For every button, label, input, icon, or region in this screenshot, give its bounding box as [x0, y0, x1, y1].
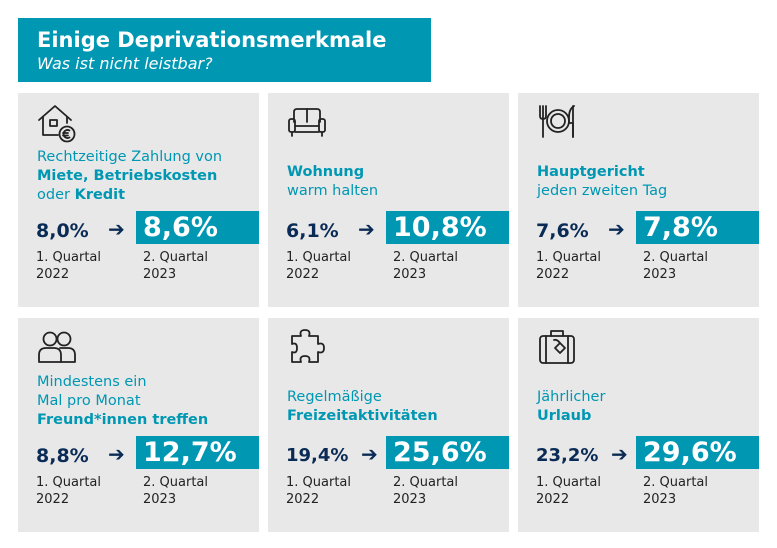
card-rent-payment: Rechtzeitige Zahlung von Miete, Betriebs…: [18, 93, 259, 307]
card-label: Mindestens ein Mal pro Monat Freund*inne…: [37, 374, 209, 428]
period-old: 1. Quartal 2022: [536, 250, 601, 282]
page-subtitle: Was ist nicht leistbar?: [37, 54, 213, 73]
arrow-icon: ➔: [358, 217, 375, 241]
period-new: 2. Quartal 2023: [143, 475, 208, 507]
old-value: 6,1%: [286, 220, 339, 242]
card-label: Regelmäßige Freizeitaktivitäten: [287, 389, 438, 424]
card-leisure: Regelmäßige Freizeitaktivitäten 19,4% ➔ …: [268, 318, 509, 532]
period-new: 2. Quartal 2023: [143, 250, 208, 282]
card-heating: Wohnung warm halten 6,1% ➔ 10,8% 1. Quar…: [268, 93, 509, 307]
old-value: 23,2%: [536, 445, 599, 466]
arrow-icon: ➔: [361, 442, 378, 466]
period-new: 2. Quartal 2023: [643, 475, 708, 507]
card-label: Wohnung warm halten: [287, 164, 379, 199]
puzzle-icon: [286, 326, 328, 368]
old-value: 8,0%: [36, 220, 89, 242]
new-value: 10,8%: [386, 211, 509, 244]
period-old: 1. Quartal 2022: [36, 250, 101, 282]
header-banner: Einige Deprivationsmerkmale Was ist nich…: [18, 18, 431, 82]
period-new: 2. Quartal 2023: [393, 250, 458, 282]
old-value: 7,6%: [536, 220, 589, 242]
period-old: 1. Quartal 2022: [286, 475, 351, 507]
arrow-icon: ➔: [108, 217, 125, 241]
arrow-icon: ➔: [608, 217, 625, 241]
card-label: Hauptgericht jeden zweiten Tag: [537, 164, 668, 199]
page-title: Einige Deprivationsmerkmale: [37, 28, 387, 52]
plate-cutlery-icon: [536, 101, 578, 143]
arrow-icon: ➔: [108, 442, 125, 466]
people-icon: [36, 326, 78, 368]
new-value: 29,6%: [636, 436, 759, 469]
old-value: 8,8%: [36, 445, 89, 467]
old-value: 19,4%: [286, 445, 349, 466]
card-vacation: Jährlicher Urlaub 23,2% ➔ 29,6% 1. Quart…: [518, 318, 759, 532]
card-label: Rechtzeitige Zahlung von Miete, Betriebs…: [37, 149, 223, 203]
period-old: 1. Quartal 2022: [286, 250, 351, 282]
period-new: 2. Quartal 2023: [643, 250, 708, 282]
card-meet-friends: Mindestens ein Mal pro Monat Freund*inne…: [18, 318, 259, 532]
period-old: 1. Quartal 2022: [536, 475, 601, 507]
period-new: 2. Quartal 2023: [393, 475, 458, 507]
sofa-icon: [286, 101, 328, 143]
card-label: Jährlicher Urlaub: [537, 389, 606, 424]
new-value: 8,6%: [136, 211, 259, 244]
suitcase-icon: [536, 326, 578, 368]
new-value: 12,7%: [136, 436, 259, 469]
new-value: 7,8%: [636, 211, 759, 244]
house-euro-icon: [36, 101, 78, 143]
new-value: 25,6%: [386, 436, 509, 469]
card-main-meal: Hauptgericht jeden zweiten Tag 7,6% ➔ 7,…: [518, 93, 759, 307]
period-old: 1. Quartal 2022: [36, 475, 101, 507]
arrow-icon: ➔: [611, 442, 628, 466]
